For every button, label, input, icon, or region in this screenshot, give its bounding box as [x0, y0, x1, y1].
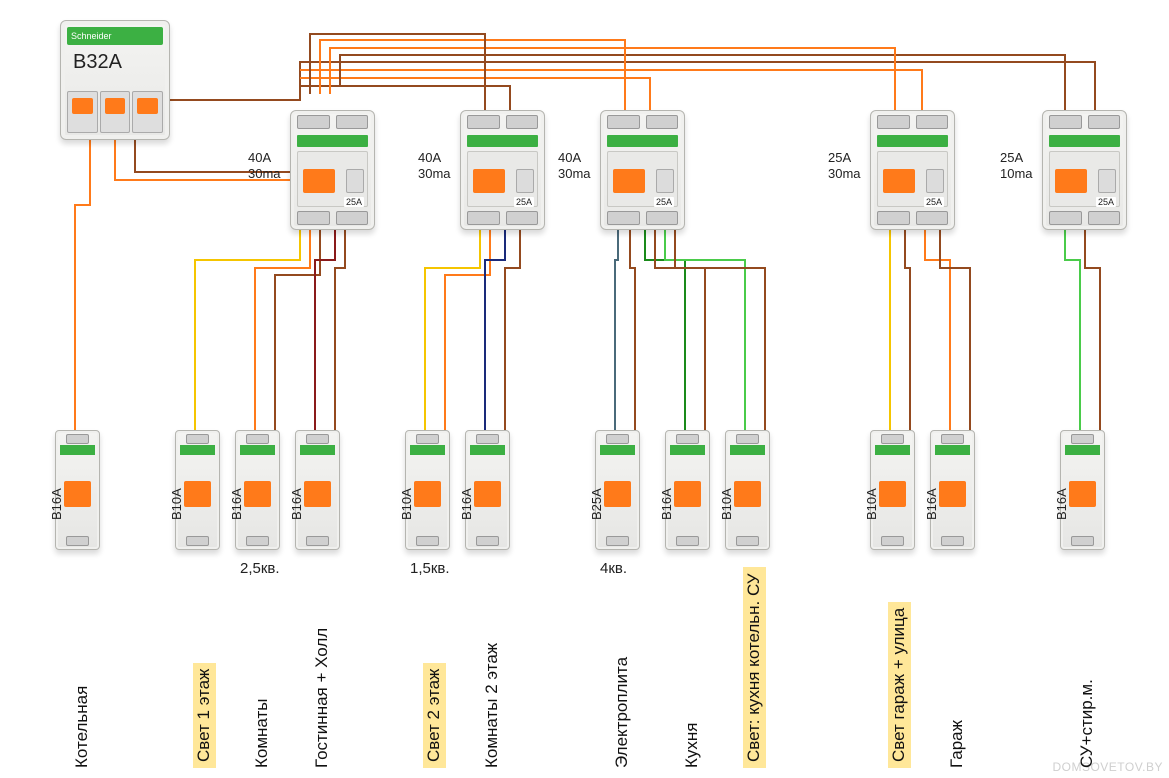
- circuit-label: Гараж: [948, 720, 967, 768]
- wire: [425, 230, 480, 430]
- wire: [340, 55, 1065, 110]
- circuit-label: Комнаты: [253, 698, 272, 768]
- mcb-rating: B10A: [169, 488, 184, 520]
- test-button: [656, 169, 674, 193]
- main-breaker: Schneider B32A: [60, 20, 170, 140]
- circuit-label: Свет 2 этаж: [423, 663, 446, 768]
- rcd-spec: 40A 30ma: [248, 150, 281, 183]
- wire: [925, 230, 950, 430]
- wire: [485, 230, 505, 430]
- mcb-rating: B25A: [589, 488, 604, 520]
- rcd-spec: 25A 10ma: [1000, 150, 1033, 183]
- wire: [315, 230, 335, 430]
- wire: [300, 86, 510, 110]
- wire: [615, 230, 618, 430]
- test-button: [926, 169, 944, 193]
- test-button: [346, 169, 364, 193]
- pole: [132, 91, 163, 133]
- test-button: [516, 169, 534, 193]
- brand-bar: [877, 135, 948, 147]
- wiring-layer: [0, 0, 1169, 778]
- lever: [1055, 169, 1087, 193]
- rcd: 25A: [460, 110, 545, 230]
- watermark: DOMSOVETOV.BY: [1052, 760, 1163, 774]
- rcd: 25A: [600, 110, 685, 230]
- wire: [330, 48, 895, 110]
- wire: [195, 230, 300, 430]
- wire: [255, 230, 310, 430]
- brand-bar: [1049, 135, 1120, 147]
- mcb-rating: B10A: [399, 488, 414, 520]
- lever: [473, 169, 505, 193]
- circuit-label: Гостинная + Холл: [313, 628, 332, 768]
- cable-note: 2,5кв.: [240, 560, 280, 577]
- cable-note: 1,5кв.: [410, 560, 450, 577]
- cable-note: 4кв.: [600, 560, 627, 577]
- wire: [300, 70, 922, 110]
- pole: [100, 91, 131, 133]
- wire: [665, 230, 745, 430]
- circuit-label: Комнаты 2 этаж: [483, 643, 502, 768]
- wire: [275, 230, 320, 430]
- circuit-label: Котельная: [73, 686, 92, 768]
- rcd-amp: 25A: [1096, 197, 1116, 207]
- circuit-label: СУ+стир.м.: [1078, 679, 1097, 768]
- rcd: 25A: [290, 110, 375, 230]
- rcd: 25A: [1042, 110, 1127, 230]
- mcb-rating: B16A: [459, 488, 474, 520]
- rcd-amp: 25A: [924, 197, 944, 207]
- rcd-amp: 25A: [514, 197, 534, 207]
- mcb-rating: B16A: [229, 488, 244, 520]
- test-button: [1098, 169, 1116, 193]
- wire: [940, 230, 970, 430]
- circuit-label: Кухня: [683, 723, 702, 769]
- wire: [505, 230, 520, 430]
- mcb-rating: B16A: [659, 488, 674, 520]
- wire: [335, 230, 345, 430]
- lever: [883, 169, 915, 193]
- wire: [300, 78, 650, 110]
- rcd-spec: 40A 30ma: [558, 150, 591, 183]
- circuit-label: Электроплита: [613, 657, 632, 768]
- rcd: 25A: [870, 110, 955, 230]
- rcd-amp: 25A: [344, 197, 364, 207]
- lever: [613, 169, 645, 193]
- brand-bar: [607, 135, 678, 147]
- circuit-label: Свет 1 этаж: [193, 663, 216, 768]
- mcb-rating: B16A: [1054, 488, 1069, 520]
- rcd-spec: 25A 30ma: [828, 150, 861, 183]
- wire: [320, 40, 625, 110]
- wire: [75, 140, 90, 430]
- rcd-amp: 25A: [654, 197, 674, 207]
- mcb-rating: B16A: [49, 488, 64, 520]
- circuit-label: Свет: кухня котельн. СУ: [743, 567, 766, 768]
- wire: [645, 230, 685, 430]
- brand-bar: [467, 135, 538, 147]
- mcb-rating: B10A: [719, 488, 734, 520]
- mcb-rating: B10A: [864, 488, 879, 520]
- wire: [905, 230, 910, 430]
- wire: [445, 230, 490, 430]
- brand-bar: Schneider: [67, 27, 163, 45]
- rcd-spec: 40A 30ma: [418, 150, 451, 183]
- wire: [630, 230, 635, 430]
- pole: [67, 91, 98, 133]
- main-rating: B32A: [73, 51, 122, 74]
- brand-bar: [297, 135, 368, 147]
- mcb-rating: B16A: [289, 488, 304, 520]
- wire: [310, 34, 485, 110]
- mcb-rating: B16A: [924, 488, 939, 520]
- lever: [303, 169, 335, 193]
- wire: [675, 230, 765, 430]
- wire: [1085, 230, 1100, 430]
- circuit-label: Свет гараж + улица: [888, 602, 911, 768]
- wire: [1065, 230, 1080, 430]
- wire: [655, 230, 705, 430]
